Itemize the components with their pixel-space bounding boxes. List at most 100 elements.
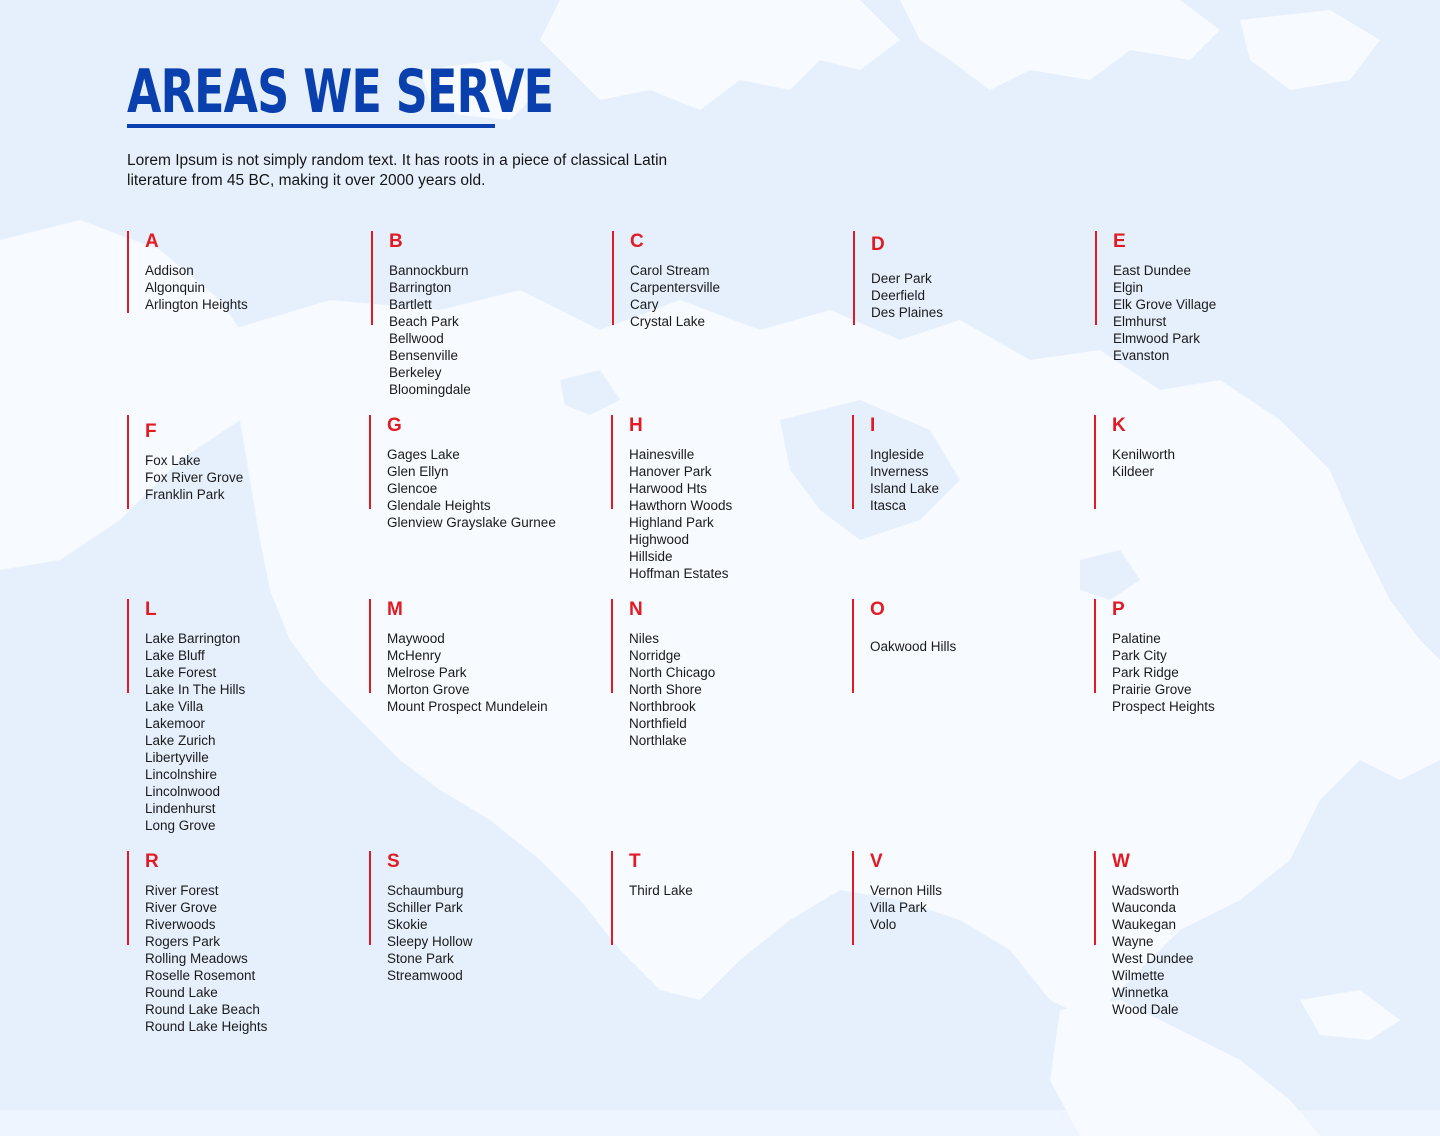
place-name: North Chicago [629, 665, 716, 680]
group-letter: E [1113, 231, 1126, 252]
group-l: L Lake Barrington Lake Bluff Lake Forest… [127, 599, 245, 833]
place-list: Carol Stream Carpentersville Cary Crysta… [630, 262, 720, 330]
place-name: Highwood [629, 532, 690, 547]
place-name: Lake Barrington [145, 631, 241, 646]
place-name: Glen Ellyn [387, 464, 449, 479]
place-name: Evanston [1113, 348, 1170, 363]
place-name: Niles [629, 631, 660, 646]
group-letter: I [870, 415, 876, 436]
group-letter: W [1112, 851, 1130, 872]
place-name: Vernon Hills [870, 883, 943, 898]
place-name: Beach Park [389, 314, 459, 329]
place-list: East Dundee Elgin Elk Grove Village Elmh… [1113, 262, 1216, 364]
place-name: Lake Bluff [145, 648, 205, 663]
place-list: Deer Park Deerfield Des Plaines [871, 270, 943, 321]
place-name: Wadsworth [1112, 883, 1180, 898]
group-s: S Schaumburg Schiller Park Skokie Sleepy… [369, 851, 473, 983]
group-letter: M [387, 599, 403, 620]
place-name: Hainesville [629, 447, 695, 462]
place-list: River Forest River Grove Riverwoods Roge… [145, 882, 267, 1035]
place-name: Skokie [387, 917, 428, 932]
intro-paragraph: Lorem Ipsum is not simply random text. I… [127, 152, 668, 189]
place-name: Waukegan [1112, 917, 1177, 932]
place-name: Norridge [629, 648, 681, 663]
place-name: Hawthorn Woods [629, 498, 733, 513]
place-name: Bannockburn [389, 263, 469, 278]
place-name: Bloomingdale [389, 382, 471, 397]
place-name: Berkeley [389, 365, 442, 380]
place-list: Fox Lake Fox River Grove Franklin Park [145, 452, 243, 503]
place-name: Elgin [1113, 280, 1144, 295]
place-name: Elmhurst [1113, 314, 1167, 329]
place-name: Streamwood [387, 968, 463, 983]
group-letter: C [630, 231, 644, 252]
group-letter: D [871, 234, 885, 255]
place-name: East Dundee [1113, 263, 1192, 278]
place-list: Bannockburn Barrington Bartlett Beach Pa… [389, 262, 471, 398]
place-name: Cary [630, 297, 659, 312]
place-name: Winnetka [1112, 985, 1169, 1000]
place-list: Maywood McHenry Melrose Park Morton Grov… [387, 630, 548, 715]
place-name: Highland Park [629, 515, 714, 530]
place-name: Prairie Grove [1112, 682, 1192, 697]
place-list: Oakwood Hills [870, 638, 956, 655]
group-letter: K [1112, 415, 1126, 436]
group-letter: V [870, 851, 883, 872]
place-name: Bellwood [389, 331, 444, 346]
group-h: H Hainesville Hanover Park Harwood Hts H… [611, 415, 732, 581]
place-name: Glenview Grayslake Gurnee [387, 515, 556, 530]
place-name: River Grove [145, 900, 218, 915]
group-letter: S [387, 851, 400, 872]
group-letter: B [389, 231, 403, 252]
place-name: Round Lake [145, 985, 218, 1000]
group-i: I Ingleside Inverness Island Lake Itasca [852, 415, 940, 513]
place-name: Bensenville [389, 348, 459, 363]
place-name: Villa Park [870, 900, 927, 915]
group-d: D Deer Park Deerfield Des Plaines [853, 231, 943, 325]
place-name: Roselle Rosemont [145, 968, 256, 983]
place-list: Wadsworth Wauconda Waukegan Wayne West D… [1112, 882, 1194, 1018]
group-g: G Gages Lake Glen Ellyn Glencoe Glendale… [369, 415, 556, 530]
place-name: Deer Park [871, 271, 932, 286]
place-name: Round Lake Heights [145, 1019, 268, 1034]
place-name: Lake In The Hills [145, 682, 246, 697]
place-name: Ingleside [870, 447, 925, 462]
place-name: Fox Lake [145, 453, 201, 468]
group-w: W Wadsworth Wauconda Waukegan Wayne West… [1094, 851, 1194, 1017]
group-p: P Palatine Park City Park Ridge Prairie … [1094, 599, 1215, 714]
place-name: Des Plaines [871, 305, 944, 320]
place-name: Rogers Park [145, 934, 221, 949]
place-name: Park Ridge [1112, 665, 1179, 680]
place-list: Lake Barrington Lake Bluff Lake Forest L… [145, 630, 245, 834]
place-name: Palatine [1112, 631, 1161, 646]
place-name: Harwood Hts [629, 481, 708, 496]
place-name: Lake Villa [145, 699, 204, 714]
group-letter: A [145, 231, 159, 252]
group-r: R River Forest River Grove Riverwoods Ro… [127, 851, 267, 1034]
place-name: Barrington [389, 280, 452, 295]
place-name: Addison [145, 263, 194, 278]
place-name: Lindenhurst [145, 801, 216, 816]
group-letter: R [145, 851, 159, 872]
group-o: O Oakwood Hills [852, 599, 956, 693]
page-title: AREAS WE SERVE [127, 57, 554, 127]
place-name: Glendale Heights [387, 498, 491, 513]
place-name: Sleepy Hollow [387, 934, 473, 949]
group-m: M Maywood McHenry Melrose Park Morton Gr… [369, 599, 548, 714]
place-name: Stone Park [387, 951, 454, 966]
place-name: Melrose Park [387, 665, 467, 680]
place-name: Lincolnwood [145, 784, 221, 799]
place-name: Gages Lake [387, 447, 460, 462]
group-letter: N [629, 599, 643, 620]
place-name: Libertyville [145, 750, 209, 765]
group-e: E East Dundee Elgin Elk Grove Village El… [1095, 231, 1216, 363]
place-name: Lake Forest [145, 665, 217, 680]
place-name: Schaumburg [387, 883, 464, 898]
group-letter: G [387, 415, 402, 436]
place-name: Carol Stream [630, 263, 710, 278]
place-name: Crystal Lake [630, 314, 706, 329]
place-name: Volo [870, 917, 897, 932]
place-list: Schaumburg Schiller Park Skokie Sleepy H… [387, 882, 473, 984]
place-name: West Dundee [1112, 951, 1194, 966]
place-name: Island Lake [870, 481, 940, 496]
